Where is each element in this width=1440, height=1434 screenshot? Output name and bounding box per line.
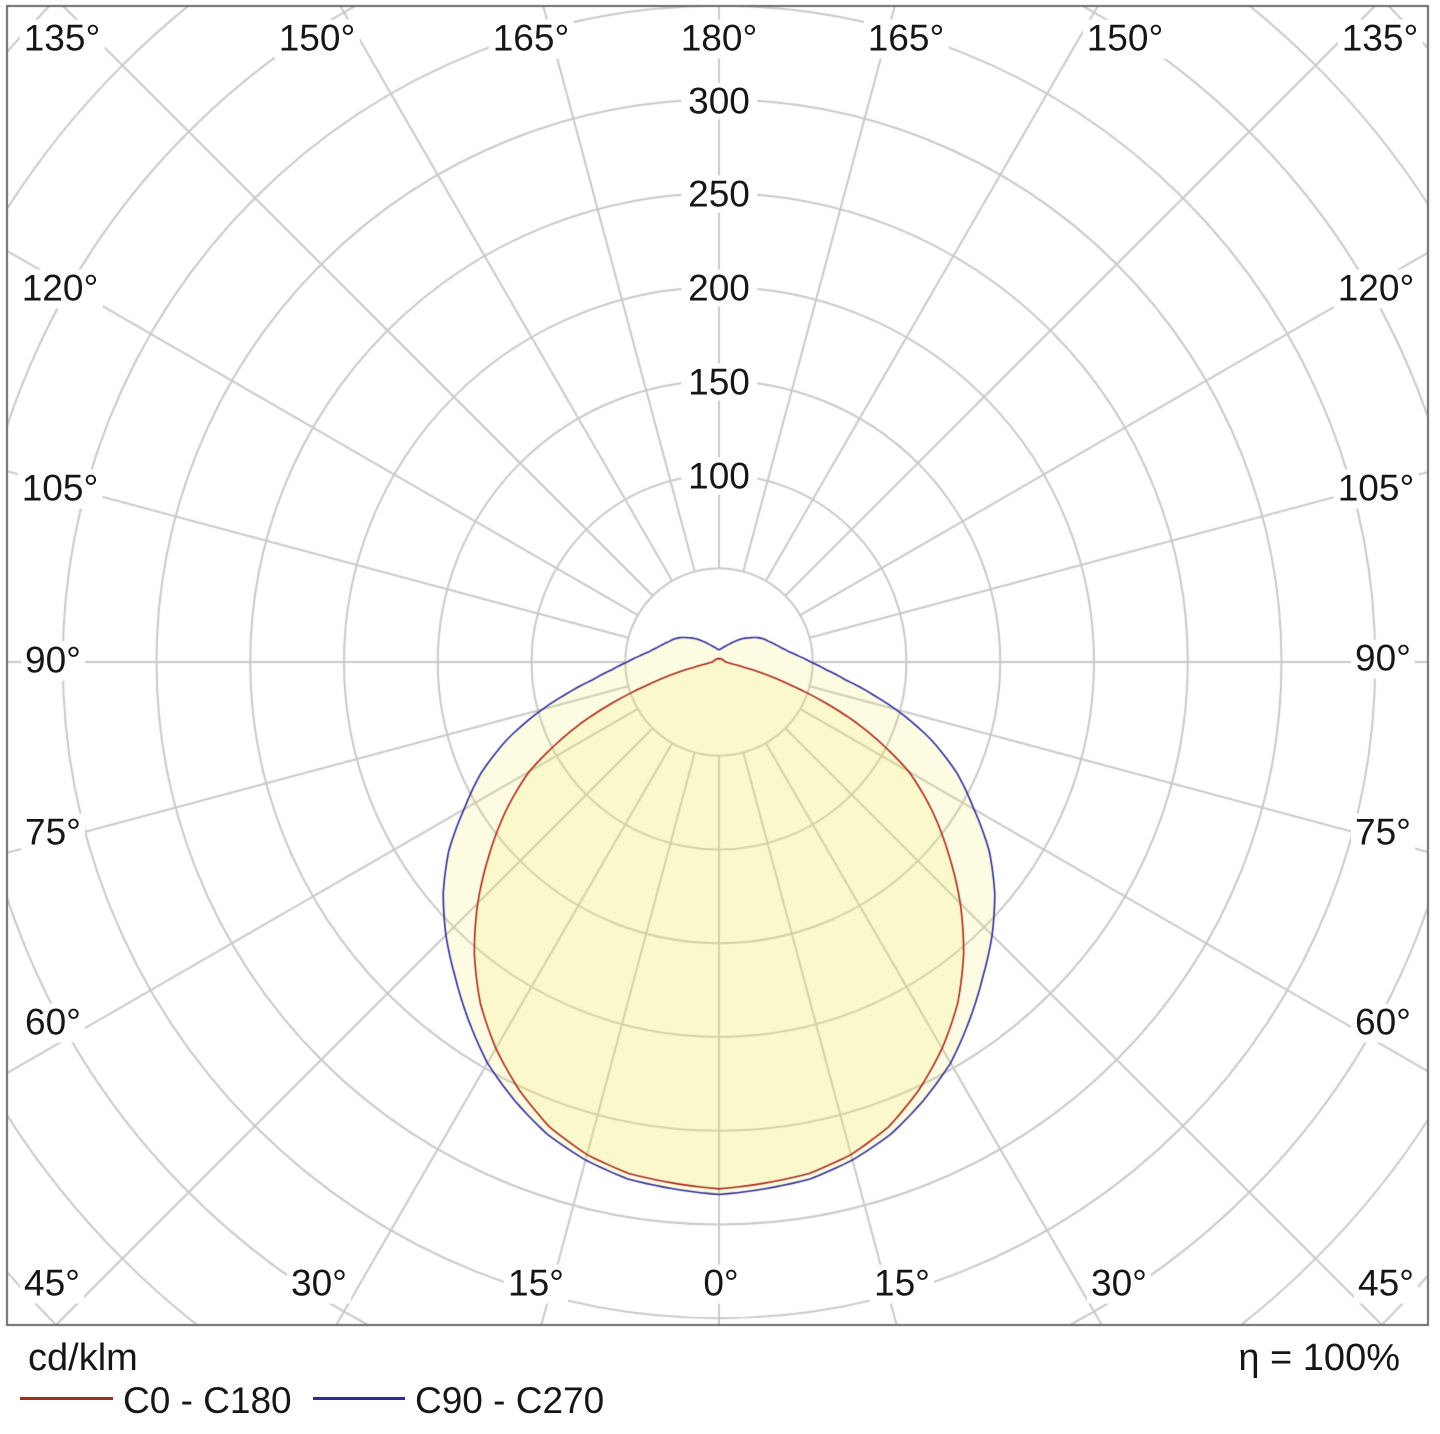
- legend-line-c90-c270: [313, 1397, 405, 1400]
- legend-line-c0-c180: [20, 1397, 113, 1400]
- legend-label-c90-c270: C90 - C270: [415, 1380, 605, 1421]
- efficiency-label: η = 100%: [1238, 1337, 1400, 1379]
- legend-label-c0-c180: C0 - C180: [123, 1380, 292, 1421]
- units-label: cd/klm: [28, 1337, 138, 1379]
- legend: C0 - C180 C90 - C270: [0, 1380, 1440, 1421]
